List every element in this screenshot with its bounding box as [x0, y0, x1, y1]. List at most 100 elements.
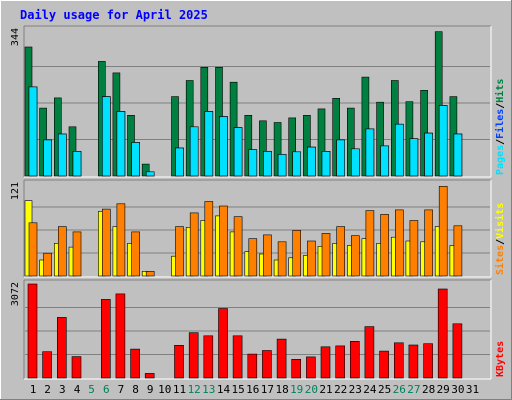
bar-hits-day-11	[171, 96, 179, 177]
bar-sites-day-16	[248, 238, 258, 277]
bar-kbytes-day-20	[306, 356, 316, 379]
day-label: 8	[132, 383, 139, 396]
day-label: 18	[275, 383, 288, 396]
bar-kbytes-day-25	[379, 350, 389, 379]
day-label: 27	[407, 383, 420, 396]
day-label: 30	[451, 383, 464, 396]
day-label: 21	[319, 383, 332, 396]
bar-pages-day-6	[102, 96, 111, 177]
day-label: 12	[188, 383, 201, 396]
bar-sites-day-3	[57, 226, 67, 277]
bar-pages-day-7	[116, 111, 126, 177]
day-label: 1	[30, 383, 37, 396]
bar-sites-day-20	[307, 240, 316, 277]
bar-pages-day-17	[263, 151, 272, 177]
bar-pages-day-20	[307, 146, 316, 177]
panel-background	[24, 280, 491, 379]
day-label: 17	[261, 383, 274, 396]
bar-hits-day-9	[141, 163, 150, 177]
bar-kbytes-day-21	[320, 346, 331, 379]
bar-sites-day-4	[72, 231, 82, 277]
bar-kbytes-day-3	[56, 317, 67, 379]
bar-pages-day-18	[277, 154, 287, 177]
bar-pages-day-26	[394, 123, 404, 177]
day-label: 9	[147, 383, 154, 396]
bar-kbytes-day-11	[174, 344, 184, 379]
bar-kbytes-day-19	[291, 358, 302, 379]
day-label: 2	[44, 383, 51, 396]
bar-kbytes-day-26	[393, 342, 404, 379]
bar-pages-day-23	[350, 148, 360, 177]
panel-visits_sites: 121 Sites/Visits	[10, 179, 506, 278]
chart-panels: 344Pages/Files/Hits121Sites/Visits3072KB…	[10, 25, 506, 380]
bar-pages-day-13	[204, 111, 214, 177]
bar-pages-day-9	[145, 171, 155, 177]
legend-entry: Pages	[495, 145, 506, 175]
bar-sites-day-11	[175, 226, 184, 277]
day-label: 14	[217, 383, 231, 396]
bar-hits-day-16	[244, 115, 253, 177]
bar-kbytes-day-27	[408, 344, 419, 379]
bar-kbytes-day-18	[276, 338, 287, 379]
day-label: 31	[466, 383, 479, 396]
day-label: 10	[158, 383, 171, 396]
bar-hits-day-19	[288, 117, 297, 177]
bar-sites-day-9	[145, 271, 155, 277]
bar-kbytes-day-7	[115, 293, 126, 379]
bar-sites-day-26	[394, 209, 404, 277]
panel-legend: KBytes	[495, 341, 506, 377]
day-label: 6	[103, 383, 110, 396]
bar-sites-day-19	[292, 230, 302, 277]
bar-sites-day-28	[424, 209, 433, 277]
bar-pages-day-28	[424, 132, 433, 177]
bar-kbytes-day-9	[144, 373, 155, 379]
day-label: 24	[363, 383, 377, 396]
bar-kbytes-day-12	[188, 332, 199, 379]
bar-pages-day-24	[365, 128, 375, 177]
bar-pages-day-1	[28, 86, 38, 177]
y-max-label: 3072	[10, 282, 21, 306]
bar-sites-day-22	[336, 226, 346, 277]
bar-sites-day-21	[321, 233, 331, 277]
bar-kbytes-day-30	[452, 323, 463, 379]
legend-entry: /	[495, 239, 506, 245]
bar-pages-day-27	[409, 138, 419, 177]
bar-kbytes-day-4	[71, 356, 82, 379]
bar-hits-day-21	[317, 108, 326, 177]
bar-pages-day-12	[189, 126, 199, 177]
legend-entry: /	[495, 103, 506, 109]
bar-kbytes-day-17	[262, 350, 272, 379]
legend-entry: Visits	[494, 203, 506, 239]
bar-kbytes-day-29	[437, 288, 448, 379]
day-label: 15	[231, 383, 244, 396]
bar-sites-day-18	[277, 241, 287, 277]
day-label: 19	[290, 383, 303, 396]
bar-pages-day-30	[453, 133, 463, 177]
bar-hits-day-22	[332, 98, 341, 177]
chart-title: Daily usage for April 2025	[20, 8, 208, 22]
bar-kbytes-day-6	[101, 299, 111, 379]
bar-sites-day-24	[365, 210, 375, 277]
day-label: 28	[422, 383, 435, 396]
bar-pages-day-3	[57, 133, 67, 177]
bar-kbytes-day-8	[130, 348, 140, 379]
y-max-label: 344	[10, 28, 21, 46]
panel-legend: Pages/Files/Hits	[494, 79, 506, 175]
bar-pages-day-8	[131, 142, 140, 177]
y-max-label: 121	[10, 182, 21, 200]
panel-legend: Sites/Visits	[494, 203, 506, 275]
legend-entry: Hits	[494, 79, 506, 103]
bar-sites-day-25	[380, 214, 389, 277]
day-label: 25	[378, 383, 391, 396]
bar-sites-day-13	[204, 201, 214, 277]
bar-hits-day-29	[434, 31, 443, 177]
bar-hits-day-23	[346, 107, 355, 177]
bar-pages-day-16	[248, 149, 258, 177]
bar-hits-day-18	[273, 122, 282, 177]
bar-kbytes-day-28	[423, 343, 433, 379]
day-label: 5	[88, 383, 95, 396]
bar-pages-day-19	[292, 151, 302, 177]
day-label: 29	[437, 383, 450, 396]
day-label: 7	[118, 383, 125, 396]
